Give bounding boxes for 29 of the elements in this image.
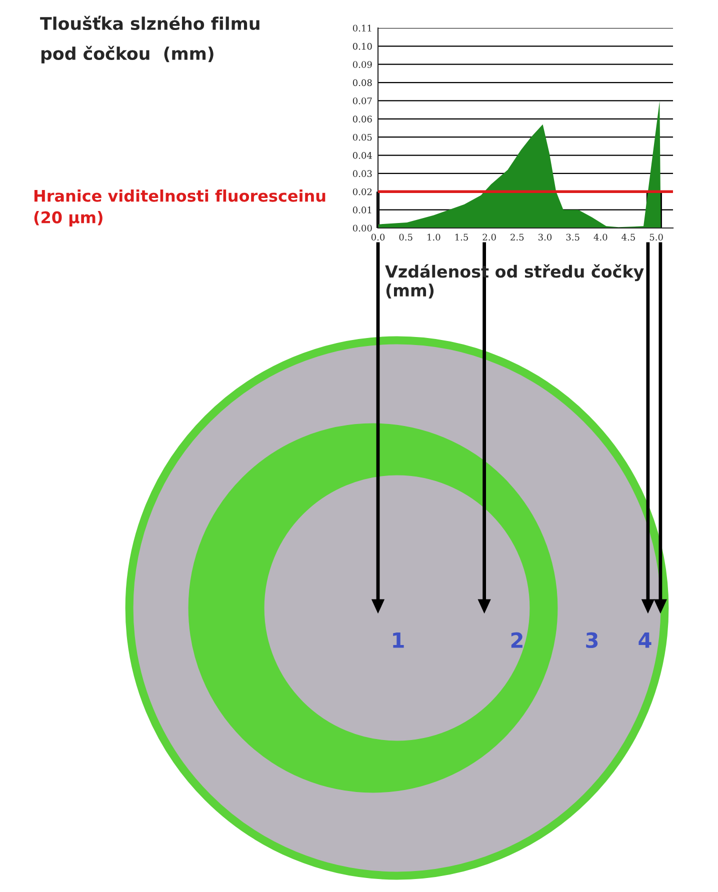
y-tick-label: 0.02 xyxy=(352,188,372,196)
y-tick-label: 0.05 xyxy=(352,134,372,141)
y-tick-label: 0.11 xyxy=(352,24,372,32)
x-tick-label: 0.5 xyxy=(399,234,412,241)
x-tick-label: 4.5 xyxy=(622,234,635,241)
x-tick-label: 1.5 xyxy=(455,234,468,241)
x-tick-label: 1.0 xyxy=(428,234,440,241)
x-tick-label: 2.0 xyxy=(482,234,496,241)
y-tick-label: 0.00 xyxy=(352,224,372,232)
y-tick-label: 0.06 xyxy=(352,116,372,122)
y-tick-label: 0.07 xyxy=(352,97,372,104)
ref-line-label: Hranice viditelnosti fluoresceinu (20 µm) xyxy=(34,190,326,226)
x-tick-label: 2.5 xyxy=(510,234,524,241)
y-tick-label: 0.01 xyxy=(352,206,372,214)
text: 4 xyxy=(638,632,652,648)
text: 1 xyxy=(393,632,404,648)
text: 2 xyxy=(511,632,522,648)
x-tick-label: 3.0 xyxy=(538,234,552,241)
x-tick-label: 4.0 xyxy=(594,234,608,241)
text: Tloušťka slzného filmu pod čočkou (mm) xyxy=(40,16,260,64)
y-tick-label: 0.08 xyxy=(352,79,372,86)
x-tick-label: 0.0 xyxy=(371,234,385,241)
y-tick-label: 0.03 xyxy=(352,170,372,178)
y-tick-label: 0.09 xyxy=(352,61,372,68)
text: 3 xyxy=(586,632,598,648)
x-tick-label: 3.5 xyxy=(566,234,580,241)
y-tick-label: 0.04 xyxy=(352,152,372,159)
x-tick-label: 5.0 xyxy=(650,234,663,241)
y-tick-label: 0.10 xyxy=(352,42,372,50)
